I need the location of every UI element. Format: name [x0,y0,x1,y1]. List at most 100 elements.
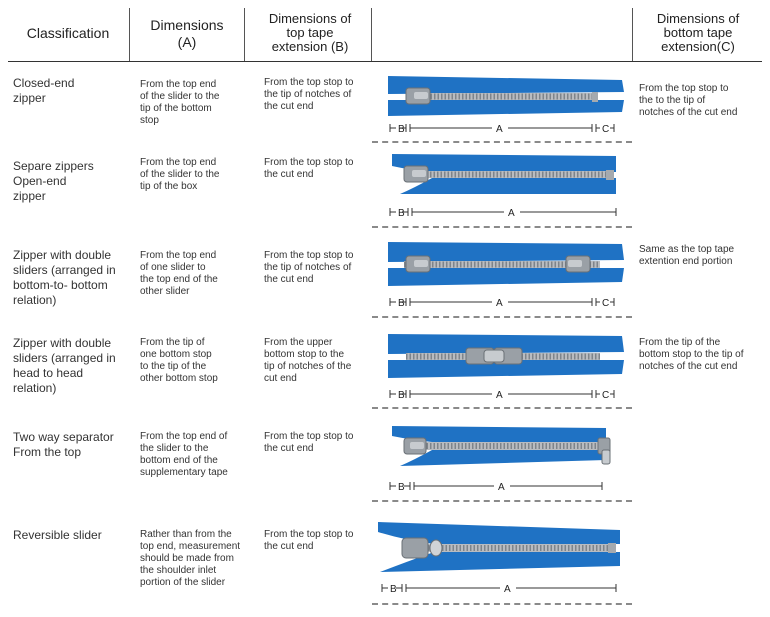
row-5-dim-b-line: the cut end [264,443,314,454]
row-3-dim-a-line: other slider [140,286,190,297]
dimension-label-b: B [398,124,405,135]
slider-pull-icon-right [568,260,582,267]
row-6-dim-a-line: should be made from [140,553,234,564]
dimension-label-c: C [602,298,609,309]
slider-pull-icon [412,170,426,177]
dimension-label-c: C [602,124,609,135]
row-2-classification-line: Separe zippers [13,159,94,173]
dimension-label-b: B [398,208,405,219]
slider-pull-icon-right [601,449,611,465]
row-5-two-way-separator-diagram: B A [389,426,611,493]
header-dimensions-a-title: Dimensions [150,17,224,33]
zipper-teeth [416,442,602,450]
header-dimensions-a-sub: (A) [177,34,197,50]
row-3-dim-c-line: extention end portion [639,256,733,267]
row-1-dim-b-line: the cut end [264,101,314,112]
row-4-dim-a-line: other bottom stop [140,373,218,384]
row-4-dim-c-line: bottom stop to the tip of [639,349,744,360]
row-2-dim-b-line: From the top stop to [264,157,354,168]
zipper-tape-top [392,426,606,442]
row-6-reversible-slider-diagram: B A [378,522,620,595]
row-3-dim-b-line: the tip of notches of [264,262,352,273]
row-4-dim-b-line: tip of notches of the [264,361,352,372]
row-6-dim-a-line: portion of the slider [140,577,226,588]
header-underline [8,61,762,62]
slider-pull-icon [414,92,428,99]
row-6-classification-line: Reversible slider [13,528,102,542]
header-dimensions-b-line3: extension (B) [271,39,349,54]
row-2-dim-a: From the top end of the slider to the ti… [140,157,252,193]
row-4-classification-line: sliders (arranged in [13,351,116,365]
row-4-dim-b-line: cut end [264,373,297,384]
row-3-dim-b: From the top stop to the tip of notches … [264,250,374,286]
zipper-tape-top [392,154,616,172]
row-3-classification-line: bottom-to- bottom [13,278,108,292]
row-6-dim-a-line: Rather than from the [140,529,232,540]
dimension-label-a: A [498,482,505,493]
slider-pull-icon-left [410,442,424,449]
row-1-dim-c: From the top stop to the to the tip of n… [639,83,765,119]
row-3-classification-line: Zipper with double [13,248,112,262]
row-1-divider [372,141,632,143]
zipper-tape-top [388,334,624,354]
row-1-dim-c-line: From the top stop to [639,83,729,94]
dimension-line [389,124,615,132]
row-2-classification: Separe zippers Open-end zipper [13,159,125,204]
dimension-label-a: A [508,208,515,219]
row-3-dim-a-line: of one slider to [140,262,206,273]
row-5-dim-a: From the top end of the slider to the bo… [140,431,252,479]
row-5-divider [372,500,632,502]
row-3-dim-c-line: Same as the top tape [639,244,735,255]
row-4-dim-c-line: From the tip of the [639,337,721,348]
row-2-classification-line: zipper [13,189,46,203]
row-3-dim-a: From the top end of one slider to the to… [140,250,252,298]
row-6-dim-a-line: top end, measurement [140,541,241,552]
row-6-dim-a: Rather than from the top end, measuremen… [140,529,258,589]
dimension-line [389,298,615,306]
header-classification: Classification [26,25,110,41]
row-1-dim-a: From the top end of the slider to the ti… [140,79,252,127]
row-4-dim-a-line: one bottom stop [140,349,212,360]
header-dimensions-a: Dimensions (A) [132,18,242,49]
row-6-dim-b-line: From the top stop to [264,529,354,540]
top-stop-icon [608,543,616,553]
header-divider-2 [244,8,245,62]
row-4-classification-line: Zipper with double [13,336,112,350]
header-divider-3 [371,8,372,62]
row-4-dim-b: From the upper bottom stop to the tip of… [264,337,374,385]
row-5-dim-a-line: bottom end of the [140,455,218,466]
dimension-label-b: B [398,482,405,493]
dimension-label-b: B [398,390,405,401]
row-3-double-slider-bottom-to-bottom-diagram: B A C [388,242,624,309]
zipper-tape-top [388,242,624,262]
row-6-classification: Reversible slider [13,528,131,543]
row-3-dim-b-line: From the top stop to [264,250,354,261]
row-2-dim-a-line: tip of the box [140,181,198,192]
zipper-tape-top [388,76,624,94]
zipper-tape-bottom [380,552,620,572]
row-4-divider [372,407,632,409]
dimension-label-a: A [504,584,511,595]
row-2-open-end-zipper-diagram: B A [389,154,617,219]
row-2-dim-b: From the top stop to the cut end [264,157,374,181]
dimension-label-a: A [496,124,503,135]
header-divider-4 [632,8,633,62]
row-1-dim-a-line: From the top end [140,79,217,90]
zipper-tape-bottom [388,360,624,378]
header-divider-1 [129,8,130,62]
row-2-dim-b-line: the cut end [264,169,314,180]
row-5-dim-a-line: From the top end of [140,431,228,442]
slider-pull-icon [429,539,443,557]
row-3-dim-b-line: the cut end [264,274,314,285]
row-1-dim-a-line: tip of the bottom [140,103,212,114]
row-4-dim-a-line: From the tip of [140,337,205,348]
row-6-dim-b-line: the cut end [264,541,314,552]
zipper-teeth [416,171,610,178]
row-1-dim-a-line: of the slider to the [140,91,220,102]
header-dimensions-c-line1: Dimensions of [656,11,740,26]
row-1-closed-end-zipper-diagram: B A C [388,76,624,135]
dimension-line [389,208,617,216]
zipper-tape-bottom [388,100,624,116]
row-2-classification-line: Open-end [13,174,67,188]
row-2-dim-a-line: of the slider to the [140,169,220,180]
